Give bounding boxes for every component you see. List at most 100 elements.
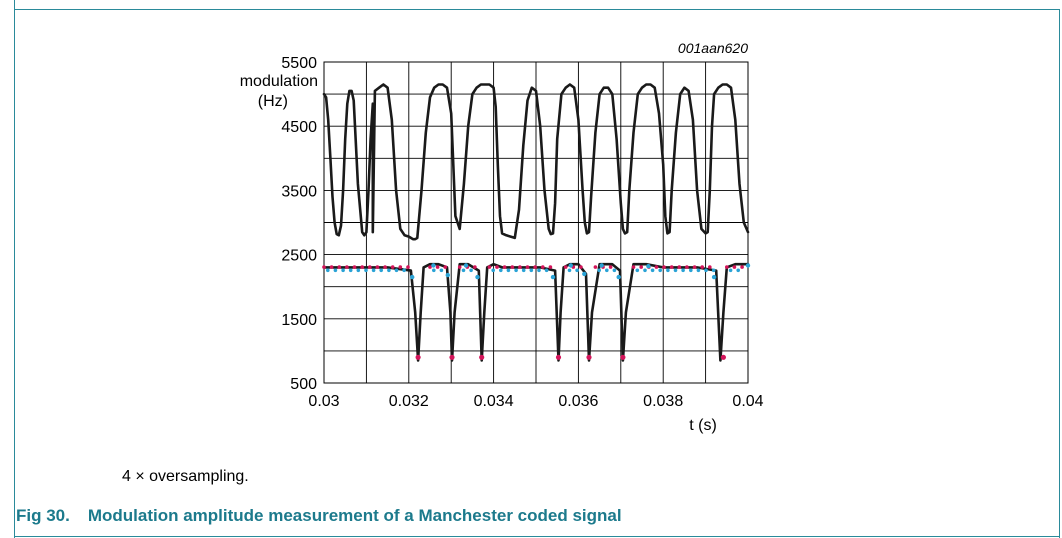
sample-point [352, 265, 357, 269]
sample-point-edge [410, 274, 415, 280]
sample-point [379, 268, 384, 273]
sample-point [502, 265, 507, 269]
sample-point [597, 268, 601, 273]
sample-point [368, 265, 372, 269]
sample-point [510, 265, 515, 269]
sample-point [443, 265, 448, 269]
sample-point [708, 265, 712, 269]
sample-point-low [555, 354, 562, 360]
sample-point [740, 265, 744, 269]
series-line-1 [322, 83, 750, 241]
modulation-chart: 500 1500 2500 3500 4500 5500 0.03 0.032 0.034 0.0… [240, 40, 764, 434]
sample-point [643, 268, 647, 273]
sample-point [439, 268, 444, 273]
figure-id-label: 001aan620 [678, 40, 748, 56]
sample-point-edge [475, 274, 480, 280]
sample-point-edge [646, 264, 651, 269]
sample-point [356, 268, 361, 273]
chart-grid [323, 61, 749, 384]
sample-point-edge [599, 263, 604, 268]
sample-point [692, 265, 697, 269]
sample-point [700, 265, 704, 269]
sample-point [491, 268, 496, 273]
sample-point-edge [745, 263, 751, 268]
x-tick-label: 0.04 [732, 393, 763, 410]
sample-point [487, 265, 492, 269]
sample-point-edge [568, 263, 573, 268]
sample-point [398, 265, 403, 269]
sample-point [337, 265, 342, 269]
frame-right-border [1059, 9, 1060, 538]
sample-point [387, 268, 391, 273]
sample-point [506, 268, 511, 273]
sample-point [541, 265, 545, 269]
sample-point [725, 265, 729, 269]
sample-point [567, 268, 572, 273]
sample-point [473, 265, 477, 269]
sample-point-low [415, 354, 421, 360]
sample-point [635, 268, 640, 273]
sample-point [639, 265, 643, 269]
x-tick-label: 0.038 [643, 393, 683, 410]
sample-point [711, 268, 716, 273]
sample-point [457, 265, 462, 269]
sample-point [514, 268, 518, 273]
sample-point [736, 268, 740, 273]
sample-point [345, 265, 349, 269]
sample-point [728, 268, 733, 273]
x-tick-label: 0.03 [308, 393, 339, 410]
sample-point-low [449, 354, 455, 360]
sample-point [704, 268, 708, 273]
caption-number: Fig 30. [16, 506, 70, 525]
sample-point [563, 265, 568, 269]
x-axis-label: t (s) [689, 417, 717, 434]
y-tick-label: 2500 [281, 248, 317, 265]
sample-point [669, 265, 674, 269]
frame-left-border [14, 0, 15, 538]
sample-point [371, 268, 376, 273]
sample-point [390, 265, 395, 269]
figure-note: 4 × oversampling. [122, 468, 249, 485]
y-axis-label-line1: modulation [240, 73, 318, 90]
sample-point [348, 268, 353, 273]
y-tick-label: 3500 [281, 183, 317, 200]
sample-point [662, 265, 666, 269]
sample-point [575, 268, 579, 273]
caption-text: Modulation amplitude measurement of a Ma… [87, 506, 622, 525]
sample-point [364, 268, 368, 273]
sample-point-edge [616, 274, 621, 280]
sample-point [654, 265, 659, 269]
sample-point [732, 265, 737, 269]
sample-point [593, 265, 598, 269]
sample-point [383, 265, 387, 269]
sample-point [394, 268, 399, 273]
y-tick-label: 1500 [281, 312, 317, 329]
sample-point [322, 265, 326, 269]
sample-point [677, 265, 682, 269]
sample-point-edge [431, 263, 436, 268]
x-tick-label: 0.036 [558, 393, 598, 410]
sample-point [435, 265, 440, 269]
sample-point [521, 268, 526, 273]
sample-point [529, 268, 534, 273]
x-tick-label: 0.032 [389, 393, 429, 410]
sample-point [518, 265, 522, 269]
sample-point-low [586, 354, 592, 360]
figure-caption: Fig 30. Modulation amplitude measurement … [16, 506, 622, 526]
sample-point [428, 265, 432, 269]
sample-point [360, 265, 365, 269]
sample-point [432, 268, 436, 273]
frame-top-border [14, 9, 1060, 10]
sample-point [333, 268, 338, 273]
sample-point [461, 268, 466, 273]
sample-point-low [720, 354, 727, 360]
sample-point [666, 268, 670, 273]
sample-point [341, 268, 345, 273]
sample-point [658, 268, 662, 273]
sample-point [329, 265, 334, 269]
sample-point [525, 265, 530, 269]
sample-point [326, 268, 330, 273]
x-tick-label: 0.034 [474, 393, 514, 410]
sample-point-edge [445, 272, 450, 278]
sample-point [402, 268, 406, 273]
